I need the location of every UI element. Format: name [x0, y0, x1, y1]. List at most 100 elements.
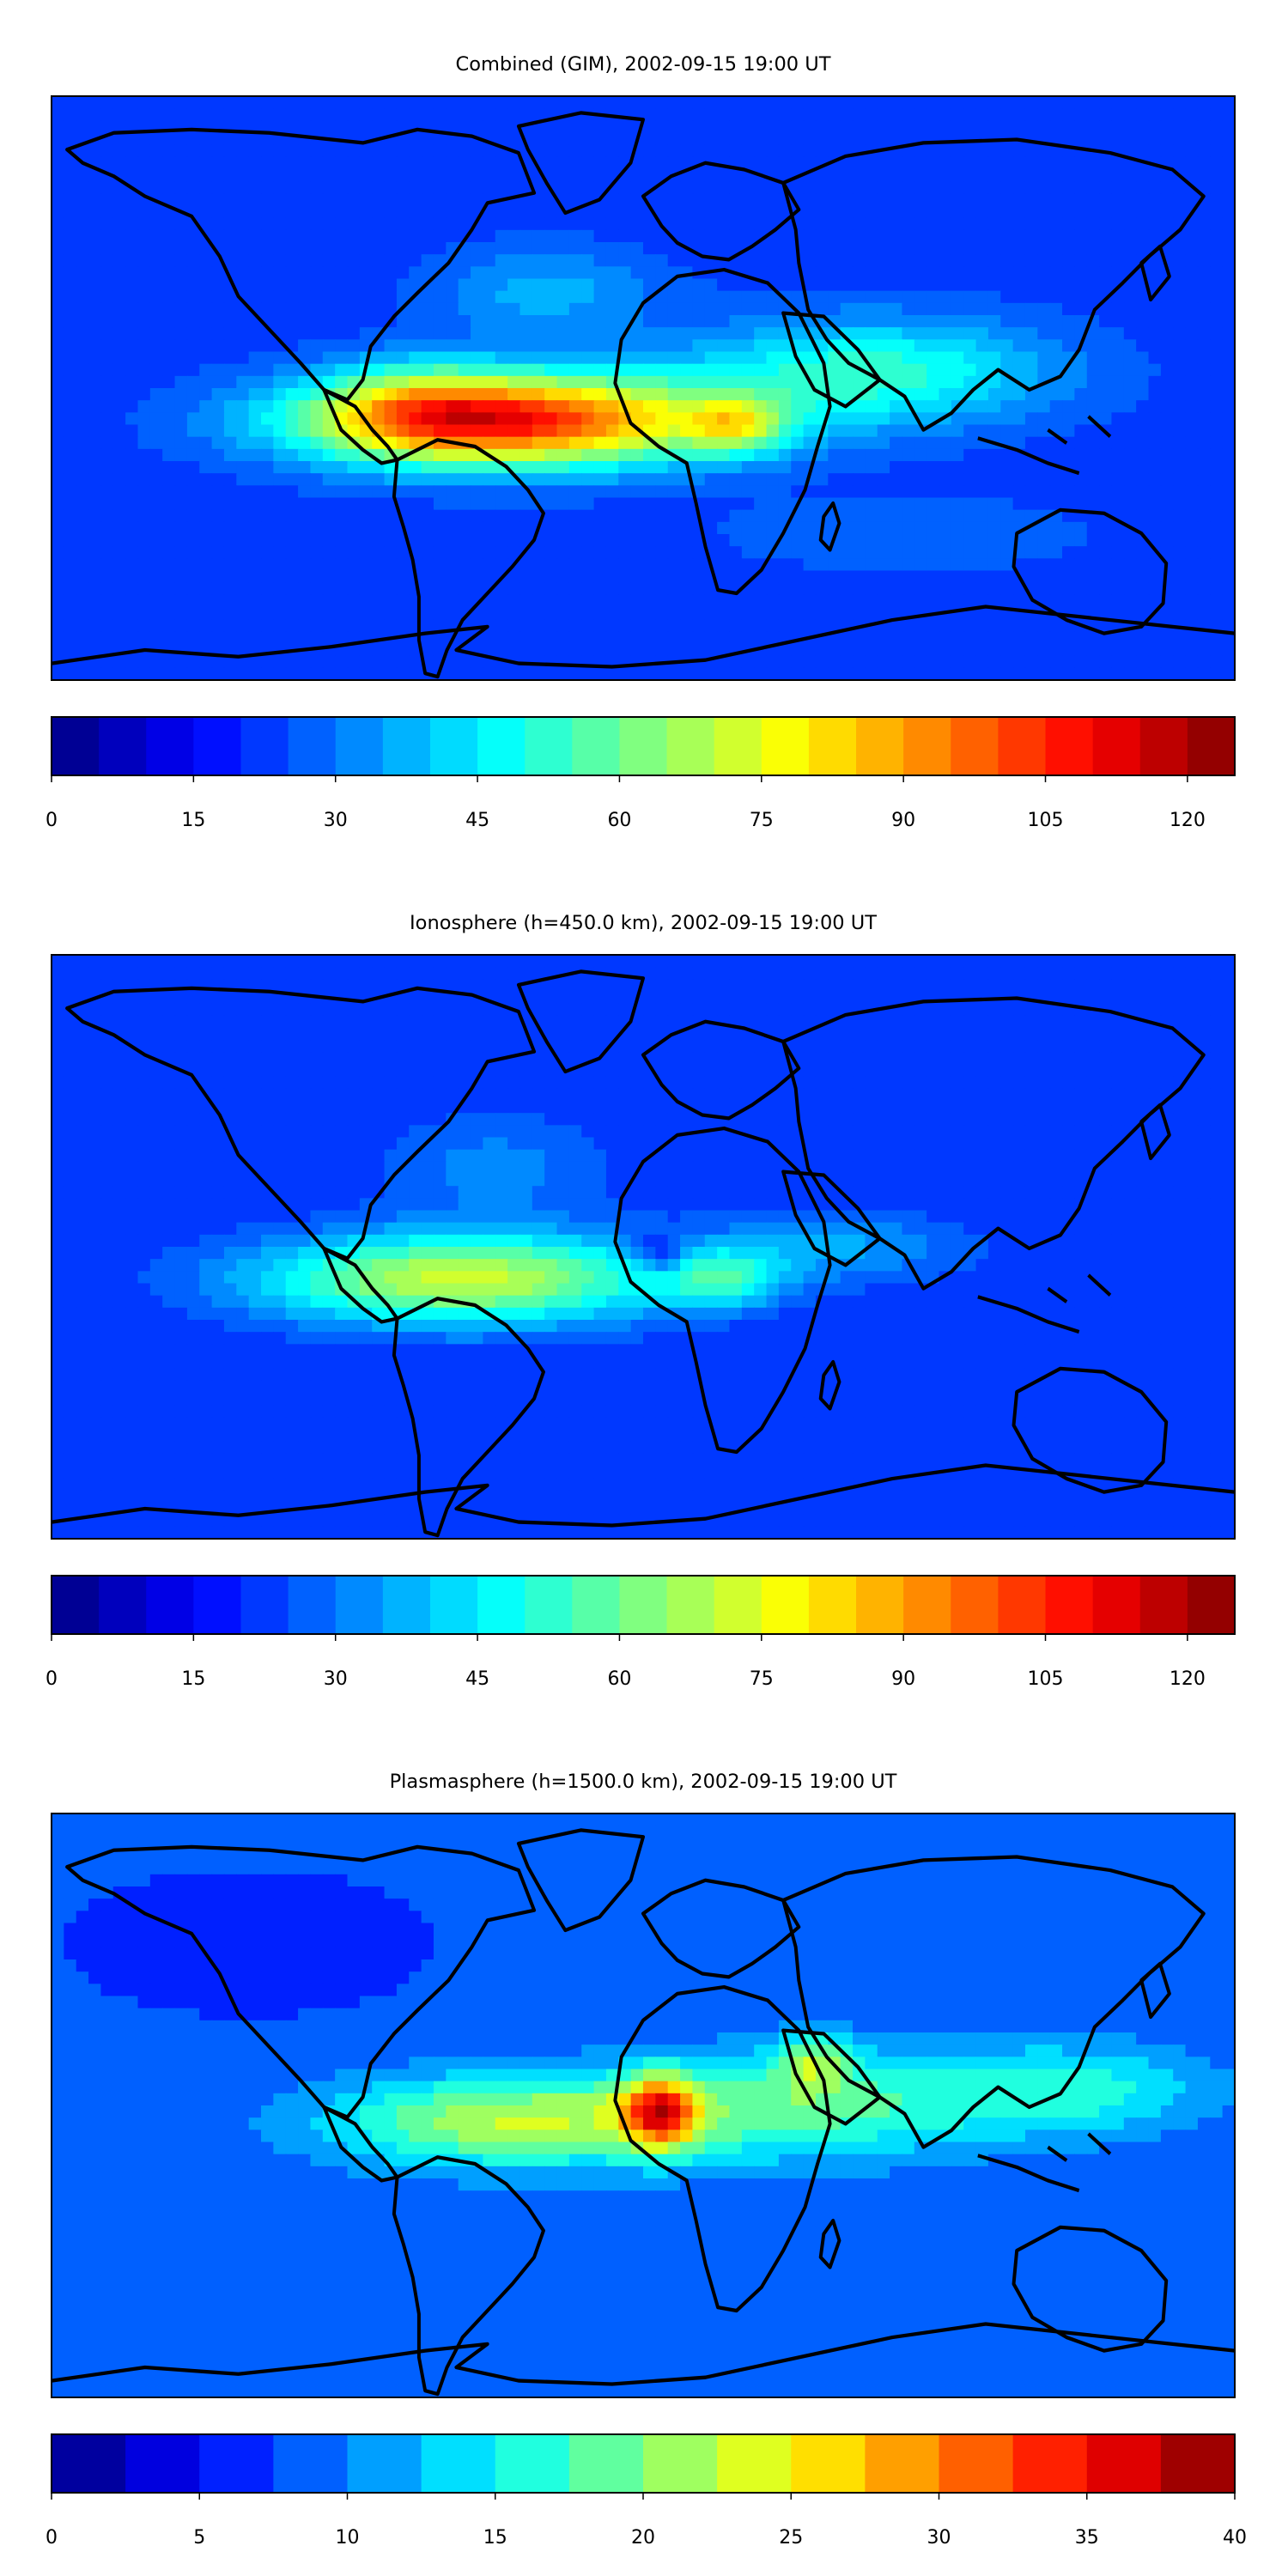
map-cell: [1136, 242, 1150, 255]
map-cell: [347, 363, 361, 377]
map-cell: [902, 485, 915, 499]
map-cell: [1049, 108, 1063, 121]
map-cell: [64, 448, 77, 462]
map-cell: [137, 242, 151, 255]
map-cell: [544, 979, 558, 993]
map-cell: [914, 667, 927, 681]
map-cell: [1037, 388, 1051, 401]
map-cell: [544, 521, 558, 535]
map-cell: [52, 424, 64, 438]
map-cell: [52, 473, 64, 486]
map-cell: [1099, 521, 1113, 535]
map-cell: [149, 327, 163, 340]
map-cell: [261, 290, 274, 304]
map-cell: [199, 497, 213, 511]
map-cell: [1000, 521, 1014, 535]
map-cell: [199, 144, 213, 158]
map-cell: [64, 424, 77, 438]
map-cell: [643, 339, 656, 353]
map-cell: [236, 521, 250, 535]
map-cell: [64, 217, 77, 231]
map-cell: [1123, 607, 1137, 620]
map-cell: [754, 205, 768, 219]
map-cell: [1210, 96, 1224, 109]
map-cell: [1173, 424, 1187, 438]
map-cell: [1123, 509, 1137, 523]
map-cell: [667, 108, 681, 121]
map-cell: [137, 631, 151, 645]
map-cell: [162, 302, 176, 316]
map-cell: [975, 509, 989, 523]
map-cell: [1173, 448, 1187, 462]
map-cell: [766, 473, 780, 486]
map-cell: [667, 120, 681, 134]
map-cell: [1136, 631, 1150, 645]
map-cell: [396, 290, 410, 304]
map-cell: [285, 169, 299, 182]
map-cell: [729, 558, 743, 572]
map-cell: [446, 521, 459, 535]
map-cell: [865, 290, 878, 304]
map-cell: [335, 667, 349, 681]
map-cell: [939, 558, 952, 572]
map-cell: [914, 643, 927, 657]
map-cell: [421, 485, 434, 499]
map-cell: [1062, 278, 1075, 292]
map-cell: [643, 546, 656, 559]
map-cell: [987, 217, 1001, 231]
map-cell: [853, 205, 866, 219]
map-cell: [507, 400, 521, 413]
map-cell: [359, 509, 373, 523]
map-cell: [532, 181, 545, 194]
map-cell: [1074, 631, 1088, 645]
map-cell: [667, 436, 681, 450]
map-cell: [1012, 388, 1026, 401]
map-cell: [1086, 558, 1100, 572]
map-cell: [88, 607, 102, 620]
map-cell: [384, 266, 398, 280]
map-cell: [273, 205, 287, 219]
map-cell: [853, 290, 866, 304]
map-cell: [1173, 242, 1187, 255]
map-cell: [914, 967, 927, 980]
map-cell: [1173, 205, 1187, 219]
map-cell: [1037, 181, 1051, 194]
map-cell: [162, 363, 176, 377]
map-cell: [372, 363, 386, 377]
map-cell: [335, 302, 349, 316]
map-cell: [507, 363, 521, 377]
map-cell: [149, 582, 163, 596]
map-cell: [828, 448, 841, 462]
map-cell: [248, 169, 262, 182]
map-cell: [211, 339, 225, 353]
map-cell: [902, 169, 915, 182]
map-cell: [815, 607, 829, 620]
map-cell: [88, 169, 102, 182]
map-cell: [248, 132, 262, 146]
map-cell: [112, 400, 126, 413]
map-cell: [951, 302, 964, 316]
map-cell: [975, 278, 989, 292]
map-cell: [1012, 400, 1026, 413]
map-cell: [939, 485, 952, 499]
map-cell: [322, 327, 336, 340]
map-cell: [778, 217, 792, 231]
map-cell: [1222, 193, 1236, 207]
map-cell: [593, 497, 607, 511]
map-cell: [791, 570, 805, 584]
map-cell: [471, 108, 483, 121]
map-cell: [1160, 534, 1174, 547]
map-cell: [1024, 351, 1038, 365]
map-cell: [137, 582, 151, 596]
map-cell: [396, 667, 410, 681]
map-cell: [421, 473, 434, 486]
map-cell: [902, 509, 915, 523]
map-cell: [1024, 290, 1038, 304]
map-cell: [1123, 169, 1137, 182]
map-cell: [149, 400, 163, 413]
map-cell: [655, 229, 669, 243]
map-cell: [692, 339, 706, 353]
map-cell: [778, 229, 792, 243]
map-cell: [483, 302, 496, 316]
map-cell: [766, 205, 780, 219]
